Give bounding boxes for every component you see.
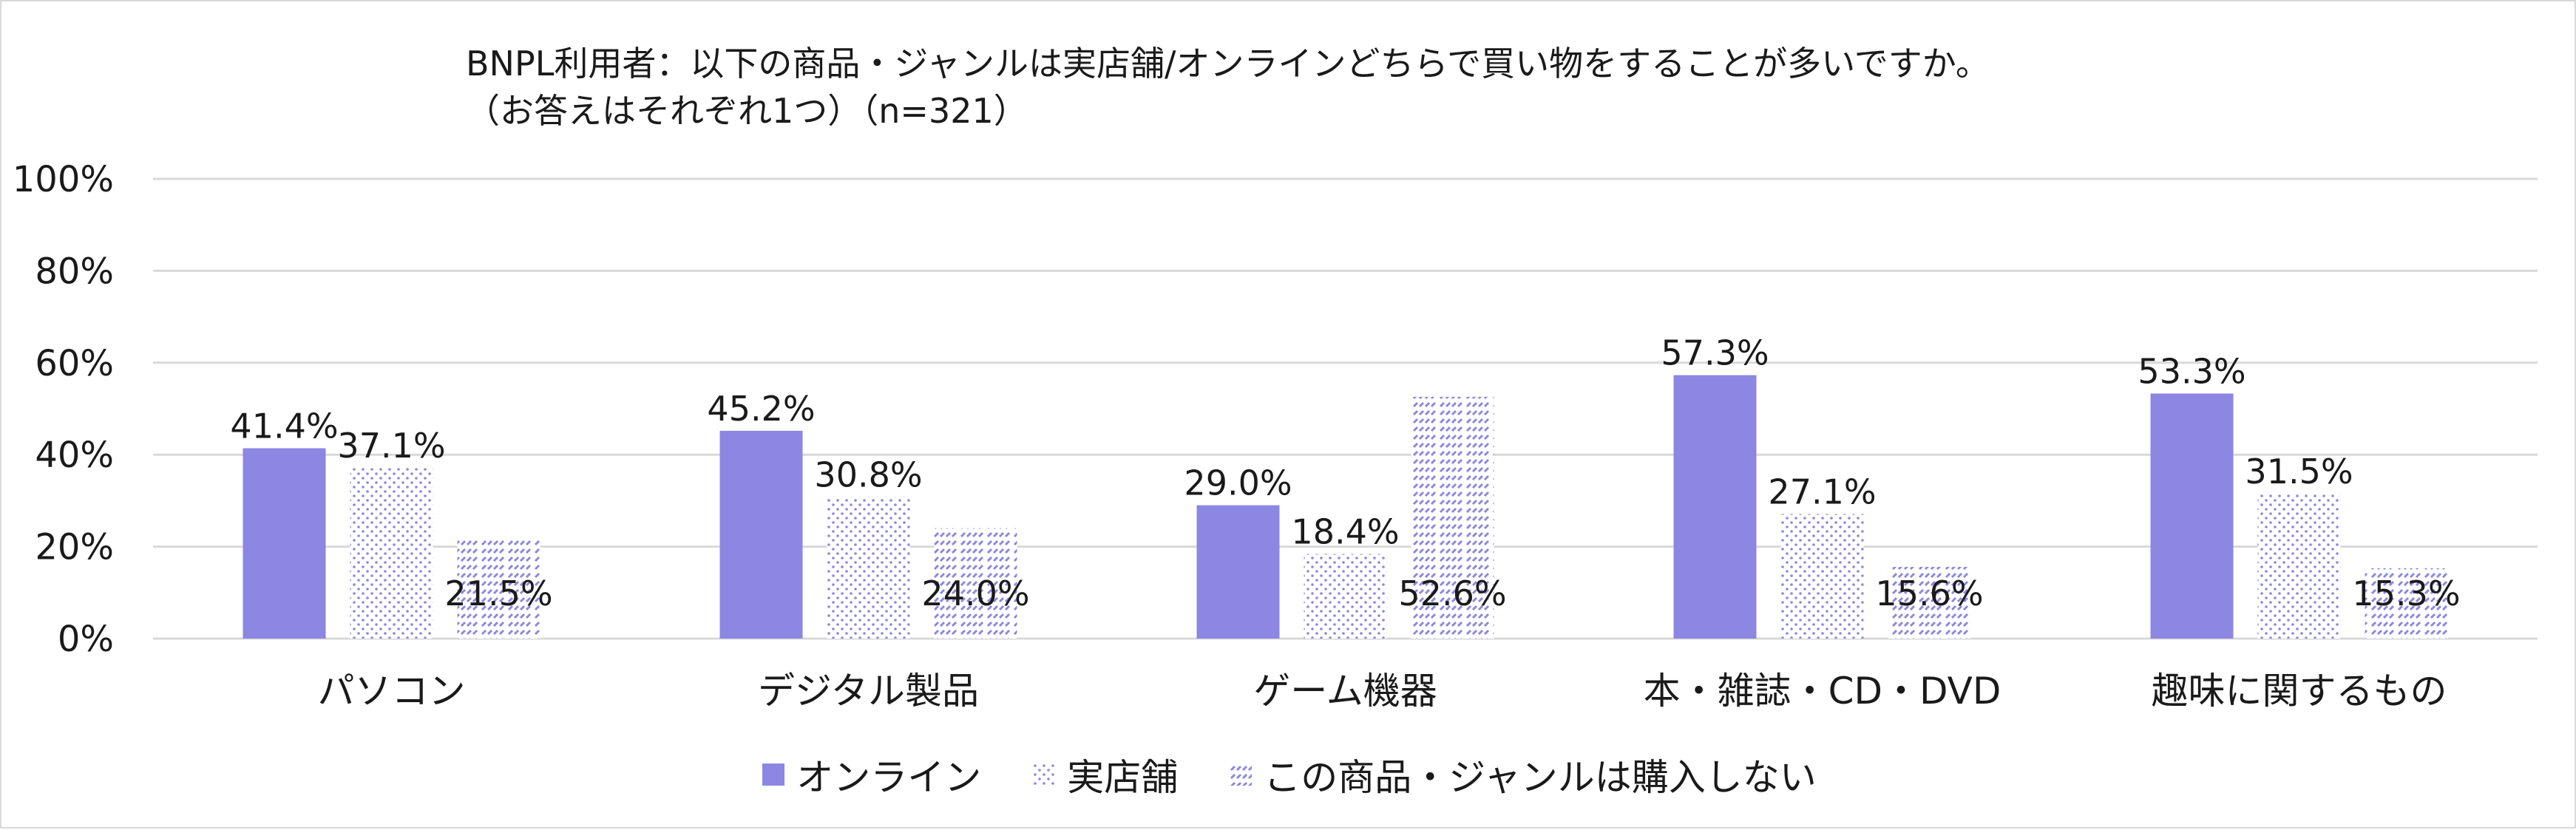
legend-swatch-store [1033, 763, 1056, 786]
bar-0-0 [243, 448, 326, 639]
data-label: 31.5% [2245, 452, 2353, 491]
x-tick-label: 趣味に関するもの [2152, 670, 2447, 712]
bar-1-3 [1780, 514, 1864, 639]
legend-label-not-purchase: この商品・ジャンルは購入しない [1264, 756, 1817, 799]
x-tick-label: 本・雑誌・CD・DVD [1644, 670, 2002, 712]
y-tick-label: 20% [35, 527, 114, 568]
bar-0-1 [719, 430, 803, 639]
bar-2-0 [457, 540, 540, 639]
data-label: 41.4% [230, 406, 338, 446]
legend-label-online: オンライン [796, 756, 982, 799]
bar-0-4 [2150, 393, 2234, 639]
bar-0-3 [1673, 375, 1757, 639]
bar-0-2 [1196, 505, 1280, 639]
x-tick-label: ゲーム機器 [1253, 670, 1437, 712]
x-tick-label: パソコン [318, 670, 466, 712]
legend-item-not-purchase: この商品・ジャンルは購入しない [1230, 748, 1817, 801]
data-label: 24.0% [921, 574, 1029, 613]
y-tick-label: 40% [35, 435, 114, 476]
legend-item-store: 実店舗 [1033, 748, 1178, 801]
data-label: 21.5% [444, 574, 552, 613]
data-label: 15.6% [1875, 574, 1983, 613]
data-label: 45.2% [707, 389, 815, 429]
bar-1-2 [1304, 554, 1387, 639]
chart-title-line-1: BNPL利用者：以下の商品・ジャンルは実店舗/オンラインどちらで買い物をすること… [466, 44, 1990, 84]
bar-2-1 [934, 528, 1017, 639]
data-label: 37.1% [337, 426, 445, 466]
data-label: 27.1% [1768, 472, 1876, 511]
data-label: 30.8% [814, 455, 922, 494]
bar-2-4 [2365, 568, 2448, 639]
y-tick-label: 60% [35, 343, 114, 384]
data-label: 57.3% [1661, 333, 1769, 373]
data-label: 53.3% [2138, 351, 2245, 391]
bar-2-3 [1888, 566, 1971, 639]
legend-swatch-not-purchase [1230, 763, 1253, 786]
bar-1-1 [827, 497, 910, 639]
bar-1-4 [2257, 494, 2341, 639]
data-label: 15.3% [2352, 574, 2460, 613]
chart-title-line-2: （お答えはそれぞれ1つ）（n=321） [466, 91, 1028, 131]
y-tick-label: 0% [58, 619, 114, 660]
bar-1-0 [350, 468, 433, 639]
legend-swatch-online [762, 763, 785, 786]
y-tick-label: 100% [13, 159, 114, 200]
x-tick-label: デジタル製品 [758, 670, 979, 712]
legend-label-store: 実店舗 [1067, 756, 1179, 799]
legend-item-online: オンライン [762, 748, 981, 801]
bar-2-2 [1411, 396, 1494, 639]
y-tick-label: 80% [35, 251, 114, 292]
data-label: 52.6% [1398, 574, 1506, 613]
legend: オンライン 実店舗 この商品・ジャンルは購入しない [1, 748, 2576, 801]
data-label: 29.0% [1184, 463, 1292, 503]
data-label: 18.4% [1291, 512, 1399, 552]
